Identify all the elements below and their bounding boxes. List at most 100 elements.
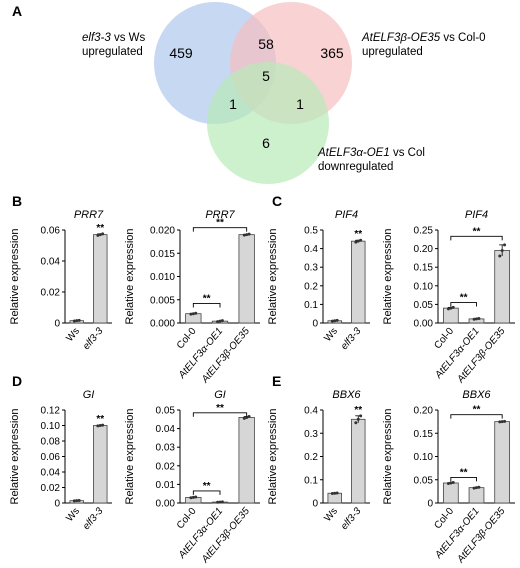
venn-count-1-2: 58 xyxy=(258,36,274,52)
significance-bracket xyxy=(192,412,248,417)
venn-count-only-3: 6 xyxy=(262,135,270,151)
data-point xyxy=(359,238,363,242)
significance-label: ** xyxy=(473,405,481,416)
y-tick-label: 0.000 xyxy=(150,319,175,330)
x-tick-label: elf3-3 xyxy=(339,326,364,353)
x-tick-label: Col-0 xyxy=(175,506,199,532)
bar xyxy=(468,487,485,504)
data-point xyxy=(96,424,100,428)
data-point xyxy=(72,499,76,503)
venn-count-1-3: 1 xyxy=(229,96,237,112)
y-tick-label: 0.25 xyxy=(414,226,434,237)
y-tick-label: 0.15 xyxy=(414,263,434,274)
chart-c1: 0 0.1 0.2 0.3 0.4 0.5 Relative expression PIF4 W… xyxy=(267,209,370,352)
data-point xyxy=(335,318,339,322)
y-tick-label: 0.020 xyxy=(150,226,175,237)
panel-label-b: B xyxy=(12,193,22,209)
x-tick-label: Col-0 xyxy=(432,326,456,352)
data-point xyxy=(477,485,481,489)
data-point xyxy=(475,486,478,490)
data-point xyxy=(477,317,481,321)
chart-title: BBX6 xyxy=(332,389,361,401)
bar xyxy=(93,234,108,324)
venn-set-2-sublabel: upregulated xyxy=(362,46,423,58)
significance-label: ** xyxy=(96,414,104,425)
chart-title: PRR7 xyxy=(74,209,104,221)
y-tick-label: 0.00 xyxy=(156,499,176,510)
data-point xyxy=(472,486,476,490)
y-axis-label: Relative expression xyxy=(267,229,279,325)
data-point xyxy=(503,419,507,423)
data-point xyxy=(245,233,249,237)
significance-label: ** xyxy=(354,229,362,240)
data-point xyxy=(451,305,455,309)
data-point xyxy=(333,491,337,495)
significance-bracket xyxy=(450,302,477,307)
panel-label-a: A xyxy=(12,3,22,19)
y-tick-label: 0.4 xyxy=(304,406,318,417)
x-tick-label: Ws xyxy=(322,506,340,524)
x-tick-label: elf3-3 xyxy=(81,506,106,533)
venn-set-3-sublabel: downregulated xyxy=(318,161,393,173)
y-tick-label: 0.04 xyxy=(41,468,61,479)
data-point xyxy=(101,423,105,427)
panel-label-e: E xyxy=(272,373,281,389)
panel-label-d: D xyxy=(12,373,22,389)
data-point xyxy=(218,500,222,504)
x-tick-label: Ws xyxy=(322,326,340,344)
y-tick-label: 0.5 xyxy=(304,226,318,237)
y-tick-label: 0.10 xyxy=(414,281,434,292)
x-tick-label: Col-0 xyxy=(432,506,456,532)
data-point xyxy=(98,424,102,427)
y-axis-label: Relative expression xyxy=(9,229,21,325)
y-tick-label: 0.04 xyxy=(41,257,61,268)
data-point xyxy=(475,317,478,321)
data-point xyxy=(101,232,105,236)
data-point xyxy=(330,319,334,323)
y-tick-label: 0.010 xyxy=(150,272,175,283)
data-point xyxy=(500,420,504,424)
y-tick-label: 0.3 xyxy=(304,429,318,440)
y-tick-label: 0.4 xyxy=(304,244,318,255)
significance-bracket xyxy=(450,476,477,482)
bar xyxy=(238,234,255,324)
data-point xyxy=(77,498,81,502)
data-point xyxy=(247,232,251,236)
venn-count-all: 5 xyxy=(262,68,270,84)
bar xyxy=(351,418,366,504)
data-point xyxy=(449,481,453,485)
chart-b2: 0.000 0.005 0.010 0.015 0.020 Relative expres… xyxy=(124,209,260,386)
y-axis-label: Relative expression xyxy=(124,229,136,325)
data-point xyxy=(191,312,195,316)
y-tick-label: 0 xyxy=(427,499,433,510)
venn-circle-3 xyxy=(207,62,329,184)
y-tick-label: 0.01 xyxy=(156,480,176,491)
data-point xyxy=(472,317,476,321)
bar xyxy=(351,240,366,324)
significance-label: ** xyxy=(203,293,211,304)
x-tick-label: AtELF3β-OE35 xyxy=(199,506,252,566)
data-point xyxy=(216,500,220,504)
venn-set-1-label: elf3-3 vs Ws xyxy=(82,32,146,44)
y-tick-label: 0.3 xyxy=(304,263,318,274)
data-point xyxy=(220,319,224,323)
data-point xyxy=(354,421,358,425)
y-tick-label: 0.02 xyxy=(41,483,61,494)
y-tick-label: 0.02 xyxy=(156,461,176,472)
data-point xyxy=(451,481,455,485)
data-point xyxy=(191,495,195,499)
venn-count-only-1: 459 xyxy=(169,45,193,61)
y-tick-label: 0.08 xyxy=(41,437,61,448)
panel-label-c: C xyxy=(272,193,282,209)
y-tick-label: 0 xyxy=(54,499,60,510)
significance-label: ** xyxy=(473,226,481,237)
significance-label: ** xyxy=(96,223,104,234)
data-point xyxy=(503,243,507,247)
chart-title: BBX6 xyxy=(462,389,491,401)
y-tick-label: 0.10 xyxy=(41,421,61,432)
y-tick-label: 0.05 xyxy=(156,406,176,417)
data-point xyxy=(446,481,450,485)
y-tick-label: 0 xyxy=(312,319,318,330)
y-tick-label: 0.10 xyxy=(414,452,434,463)
